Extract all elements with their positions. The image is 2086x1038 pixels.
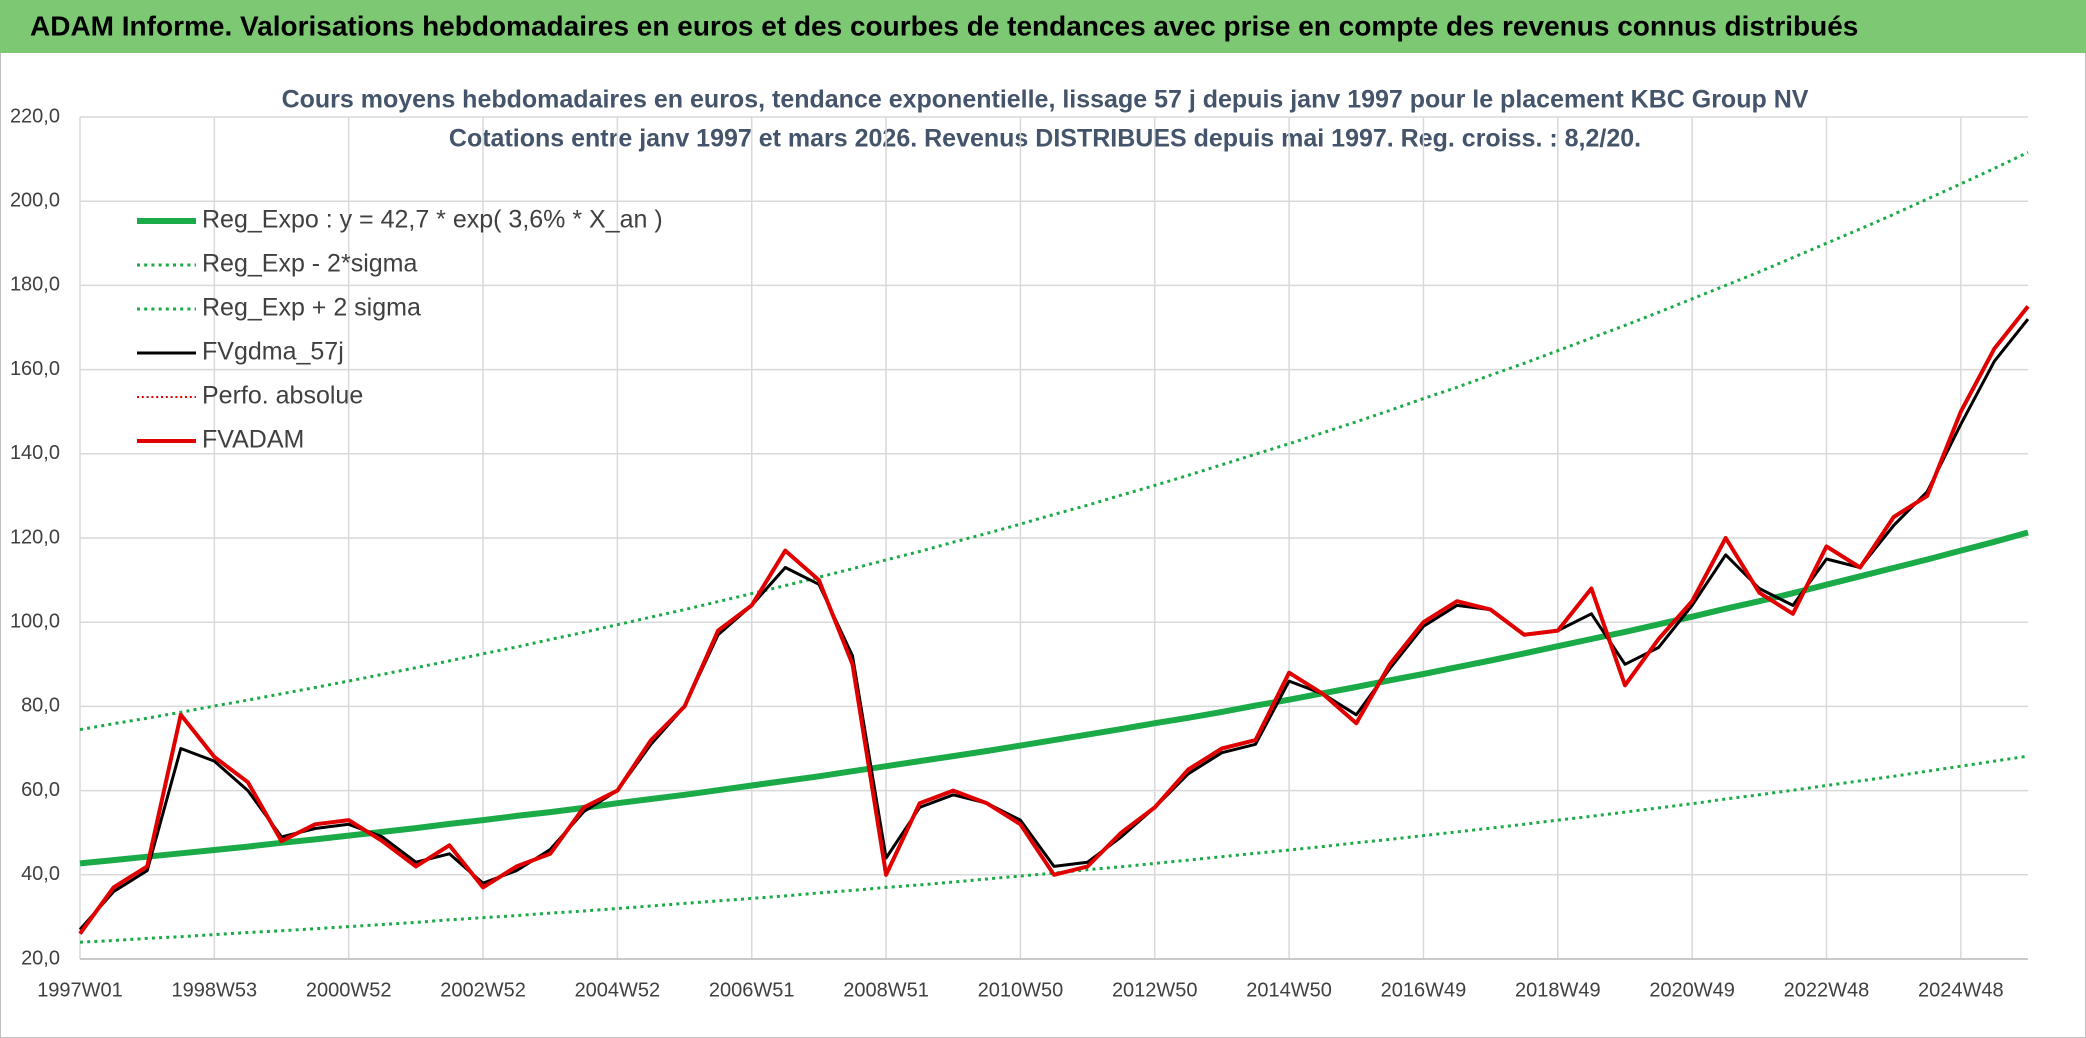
x-tick-label: 2008W51 bbox=[843, 979, 929, 1001]
x-tick-label: 2000W52 bbox=[306, 979, 392, 1001]
legend-label: FVgdma_57j bbox=[202, 338, 344, 366]
chart-title: Cours moyens hebdomadaires en euros, ten… bbox=[282, 86, 1809, 114]
header-bar bbox=[0, 0, 2086, 53]
y-tick-label: 20,0 bbox=[21, 947, 60, 969]
x-tick-label: 2018W49 bbox=[1515, 979, 1601, 1001]
x-tick-label: 2024W48 bbox=[1918, 979, 2004, 1001]
x-tick-label: 2014W50 bbox=[1246, 979, 1332, 1001]
legend-label: Reg_Exp - 2*sigma bbox=[202, 250, 417, 278]
x-tick-label: 2020W49 bbox=[1649, 979, 1735, 1001]
y-tick-label: 180,0 bbox=[10, 274, 60, 296]
x-tick-label: 2004W52 bbox=[575, 979, 661, 1001]
x-tick-label: 2016W49 bbox=[1381, 979, 1467, 1001]
series-line bbox=[79, 529, 2029, 867]
legend-label: FVADAM bbox=[202, 426, 304, 454]
x-tick-label: 1997W01 bbox=[37, 979, 123, 1001]
y-tick-label: 60,0 bbox=[21, 779, 60, 801]
y-tick-label: 80,0 bbox=[21, 695, 60, 717]
x-tick-label: 2006W51 bbox=[709, 979, 795, 1001]
legend-label: Reg_Exp + 2 sigma bbox=[202, 294, 421, 322]
y-tick-label: 120,0 bbox=[10, 526, 60, 548]
series-line bbox=[78, 318, 2030, 931]
y-tick-label: 100,0 bbox=[10, 610, 60, 632]
series-line bbox=[79, 754, 2029, 944]
x-tick-label: 2010W50 bbox=[978, 979, 1064, 1001]
y-tick-label: 140,0 bbox=[10, 442, 60, 464]
legend-label: Perfo. absolue bbox=[202, 382, 363, 410]
chart-subtitle: Cotations entre janv 1997 et mars 2026. … bbox=[449, 125, 1641, 153]
header-title: ADAM Informe. Valorisations hebdomadaire… bbox=[30, 10, 1858, 41]
x-tick-label: 2022W48 bbox=[1784, 979, 1870, 1001]
legend-label: Reg_Expo : y = 42,7 * exp( 3,6% * X_an ) bbox=[202, 206, 663, 234]
series-line bbox=[78, 305, 2030, 935]
x-tick-label: 2002W52 bbox=[440, 979, 526, 1001]
y-tick-label: 40,0 bbox=[21, 863, 60, 885]
x-tick-label: 2012W50 bbox=[1112, 979, 1198, 1001]
y-tick-label: 220,0 bbox=[10, 105, 60, 127]
y-tick-label: 160,0 bbox=[10, 358, 60, 380]
y-tick-label: 200,0 bbox=[10, 189, 60, 211]
x-tick-label: 1998W53 bbox=[172, 979, 258, 1001]
